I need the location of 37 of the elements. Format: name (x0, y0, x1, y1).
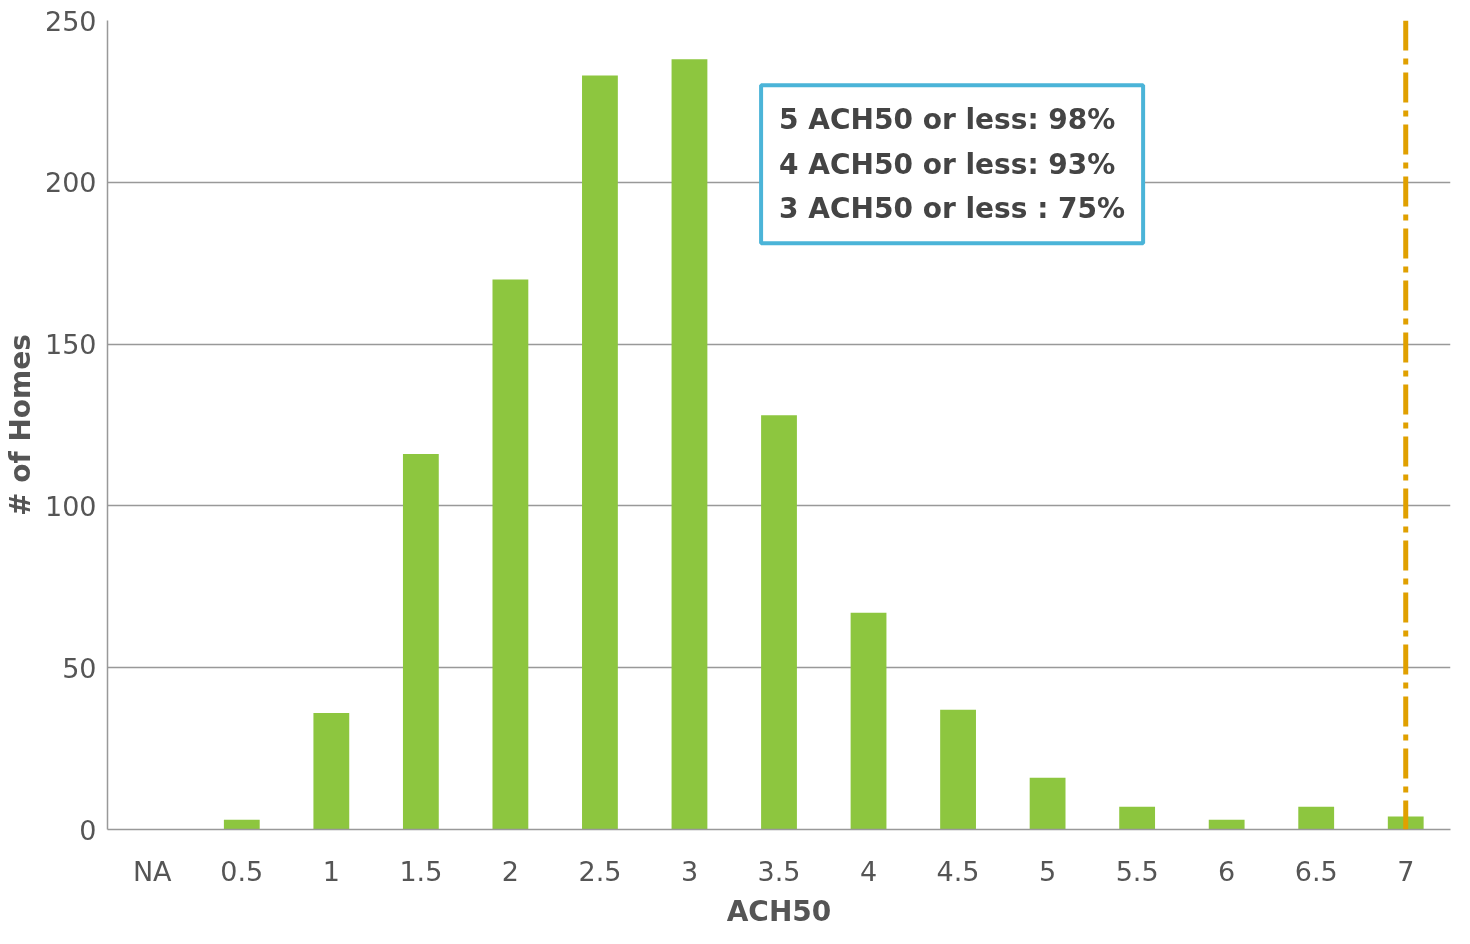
bar (492, 279, 529, 830)
x-tick-label: 7 (1397, 855, 1415, 887)
bar (1029, 777, 1066, 830)
annotation: 5 ACH50 or less: 98% 4 ACH50 or less: 93% 3 ACH50 or less : 75% (779, 103, 1126, 226)
bar (940, 709, 976, 830)
y-tick-label: 250 (44, 5, 97, 37)
x-tick-label: 6.5 (1294, 855, 1338, 887)
x-tick-label: 2 (501, 855, 519, 887)
x-tick-label: 5.5 (1115, 855, 1159, 887)
x-tick-label: 4 (859, 855, 878, 887)
x-tick-label: 1.5 (399, 855, 443, 887)
x-tick-label: 1 (322, 855, 340, 887)
bar (402, 454, 439, 830)
y-tick-label: 200 (44, 167, 97, 199)
bar (671, 59, 708, 830)
bar (582, 75, 618, 830)
bar (761, 415, 797, 830)
x-tick-label: 3 (680, 855, 699, 887)
bar (850, 612, 887, 830)
bar (1208, 819, 1245, 830)
y-tick-label: 50 (62, 652, 97, 684)
y-tick-label: 0 (79, 814, 97, 846)
bar (223, 819, 260, 830)
x-axis-title: ACH50 (726, 894, 832, 928)
x-tick-label: 5 (1039, 855, 1057, 887)
bar (313, 713, 350, 830)
y-tick-label: 100 (44, 490, 97, 522)
x-tick-label: 6 (1218, 855, 1236, 887)
x-tick-label: 2.5 (578, 855, 622, 887)
x-tick-label: 4.5 (936, 855, 980, 887)
x-tick-label: 3.5 (757, 855, 801, 887)
y-tick-label: 150 (44, 329, 97, 361)
x-tick-label: 0.5 (220, 855, 264, 887)
bar (1119, 806, 1156, 830)
y-axis-title: # of Homes (3, 334, 37, 516)
x-tick-label: NA (132, 855, 173, 887)
bar (1298, 806, 1335, 830)
